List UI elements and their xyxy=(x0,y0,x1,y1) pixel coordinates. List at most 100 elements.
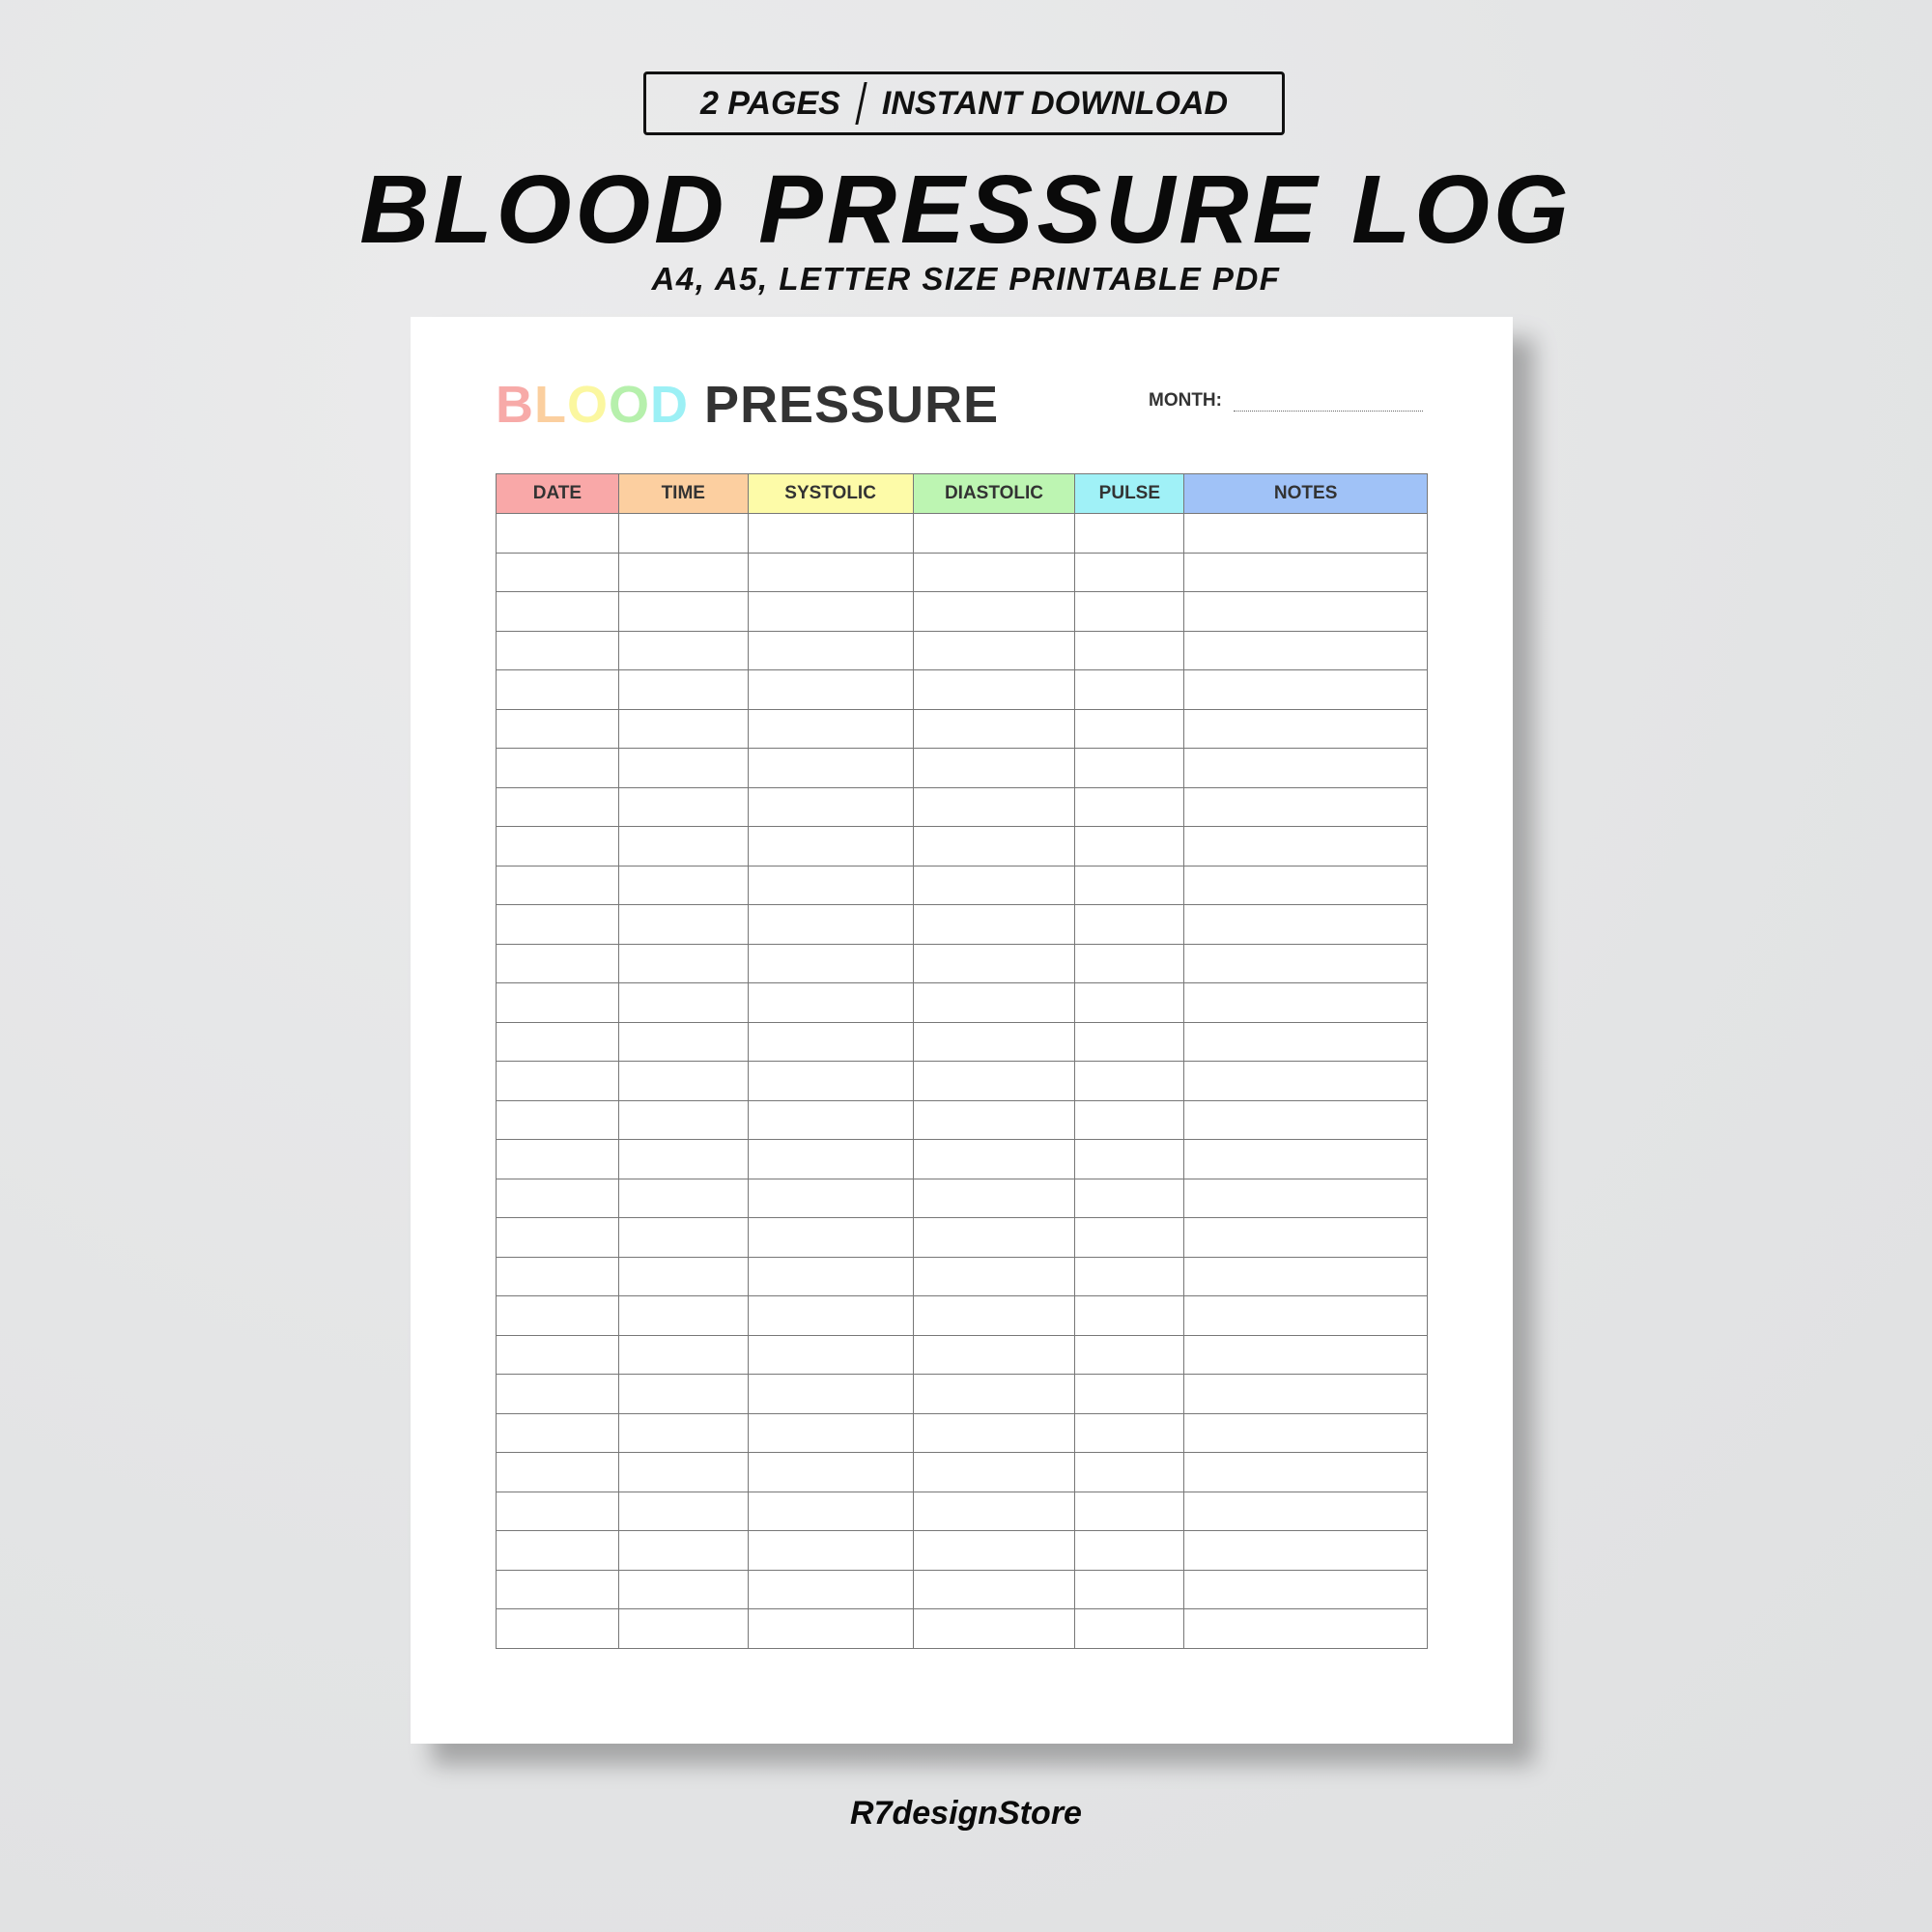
cell-date xyxy=(496,904,619,945)
cell-time xyxy=(617,1412,749,1453)
cell-notes xyxy=(1183,1021,1428,1062)
cell-systolic xyxy=(747,1099,914,1140)
cell-time xyxy=(617,630,749,670)
cell-diastolic xyxy=(912,708,1076,749)
cell-pulse xyxy=(1074,1256,1185,1296)
cell-pulse xyxy=(1074,1569,1185,1609)
cell-date xyxy=(496,1139,619,1179)
cell-notes xyxy=(1183,630,1428,670)
cell-pulse xyxy=(1074,591,1185,632)
title-letter: B xyxy=(496,376,534,434)
cell-notes xyxy=(1183,1334,1428,1375)
cell-pulse xyxy=(1074,1452,1185,1492)
badge-divider xyxy=(855,82,867,125)
cell-notes xyxy=(1183,1178,1428,1218)
cell-time xyxy=(617,591,749,632)
cell-date xyxy=(496,1491,619,1531)
title-letter: O xyxy=(609,376,651,434)
cell-date xyxy=(496,1099,619,1140)
cell-time xyxy=(617,786,749,827)
page-subtitle: A4, A5, LETTER SIZE PRINTABLE PDF xyxy=(651,261,1281,297)
cell-pulse xyxy=(1074,865,1185,905)
cell-pulse xyxy=(1074,1334,1185,1375)
table-row xyxy=(496,1491,1428,1531)
table-row xyxy=(496,1178,1428,1218)
cell-systolic xyxy=(747,904,914,945)
cell-time xyxy=(617,826,749,867)
table-row xyxy=(496,943,1428,983)
cell-date xyxy=(496,1295,619,1336)
badge: 2 PAGES INSTANT DOWNLOAD xyxy=(643,71,1285,135)
cell-date xyxy=(496,943,619,983)
cell-diastolic xyxy=(912,748,1076,788)
table-row xyxy=(496,513,1428,554)
cell-notes xyxy=(1183,1374,1428,1414)
cell-date xyxy=(496,1061,619,1101)
title-letter: L xyxy=(534,376,567,434)
cell-date xyxy=(496,630,619,670)
cell-time xyxy=(617,1256,749,1296)
cell-pulse xyxy=(1074,708,1185,749)
cell-diastolic xyxy=(912,982,1076,1023)
cell-diastolic xyxy=(912,1491,1076,1531)
cell-date xyxy=(496,1569,619,1609)
cell-diastolic xyxy=(912,1178,1076,1218)
column-header-pulse: PULSE xyxy=(1074,473,1185,514)
badge-download: INSTANT DOWNLOAD xyxy=(881,84,1229,122)
cell-pulse xyxy=(1074,1491,1185,1531)
cell-date xyxy=(496,1217,619,1258)
cell-date xyxy=(496,1608,619,1649)
cell-diastolic xyxy=(912,1374,1076,1414)
cell-pulse xyxy=(1074,513,1185,554)
cell-systolic xyxy=(747,708,914,749)
cell-diastolic xyxy=(912,630,1076,670)
cell-diastolic xyxy=(912,1021,1076,1062)
table-row xyxy=(496,1217,1428,1258)
cell-date xyxy=(496,982,619,1023)
cell-pulse xyxy=(1074,1099,1185,1140)
brand-name: R7designStore xyxy=(850,1795,1082,1832)
table-row xyxy=(496,1530,1428,1571)
cell-systolic xyxy=(747,1061,914,1101)
cell-systolic xyxy=(747,1569,914,1609)
month-label: MONTH: xyxy=(1149,390,1222,411)
sheet-title-colored: BLOOD xyxy=(496,376,689,434)
cell-pulse xyxy=(1074,1021,1185,1062)
cell-pulse xyxy=(1074,1139,1185,1179)
cell-time xyxy=(617,669,749,710)
cell-pulse xyxy=(1074,1295,1185,1336)
cell-pulse xyxy=(1074,669,1185,710)
cell-systolic xyxy=(747,513,914,554)
table-row xyxy=(496,904,1428,945)
cell-diastolic xyxy=(912,552,1076,592)
table-row xyxy=(496,1099,1428,1140)
table-row xyxy=(496,1256,1428,1296)
cell-time xyxy=(617,865,749,905)
cell-diastolic xyxy=(912,1256,1076,1296)
column-header-notes: NOTES xyxy=(1183,473,1428,514)
cell-notes xyxy=(1183,943,1428,983)
cell-time xyxy=(617,904,749,945)
cell-systolic xyxy=(747,943,914,983)
table-header: DATE TIME SYSTOLIC DIASTOLIC PULSE NOTES xyxy=(496,473,1428,514)
cell-diastolic xyxy=(912,1139,1076,1179)
cell-systolic xyxy=(747,748,914,788)
column-header-time: TIME xyxy=(617,473,749,514)
cell-time xyxy=(617,1491,749,1531)
cell-diastolic xyxy=(912,1569,1076,1609)
table-row xyxy=(496,1452,1428,1492)
cell-pulse xyxy=(1074,786,1185,827)
cell-pulse xyxy=(1074,1061,1185,1101)
column-header-systolic: SYSTOLIC xyxy=(747,473,914,514)
cell-time xyxy=(617,1178,749,1218)
cell-pulse xyxy=(1074,1178,1185,1218)
cell-pulse xyxy=(1074,1374,1185,1414)
table-row xyxy=(496,1374,1428,1414)
table-row xyxy=(496,552,1428,592)
cell-notes xyxy=(1183,826,1428,867)
cell-systolic xyxy=(747,630,914,670)
cell-date xyxy=(496,1021,619,1062)
cell-systolic xyxy=(747,1412,914,1453)
cell-systolic xyxy=(747,786,914,827)
column-header-diastolic: DIASTOLIC xyxy=(912,473,1076,514)
